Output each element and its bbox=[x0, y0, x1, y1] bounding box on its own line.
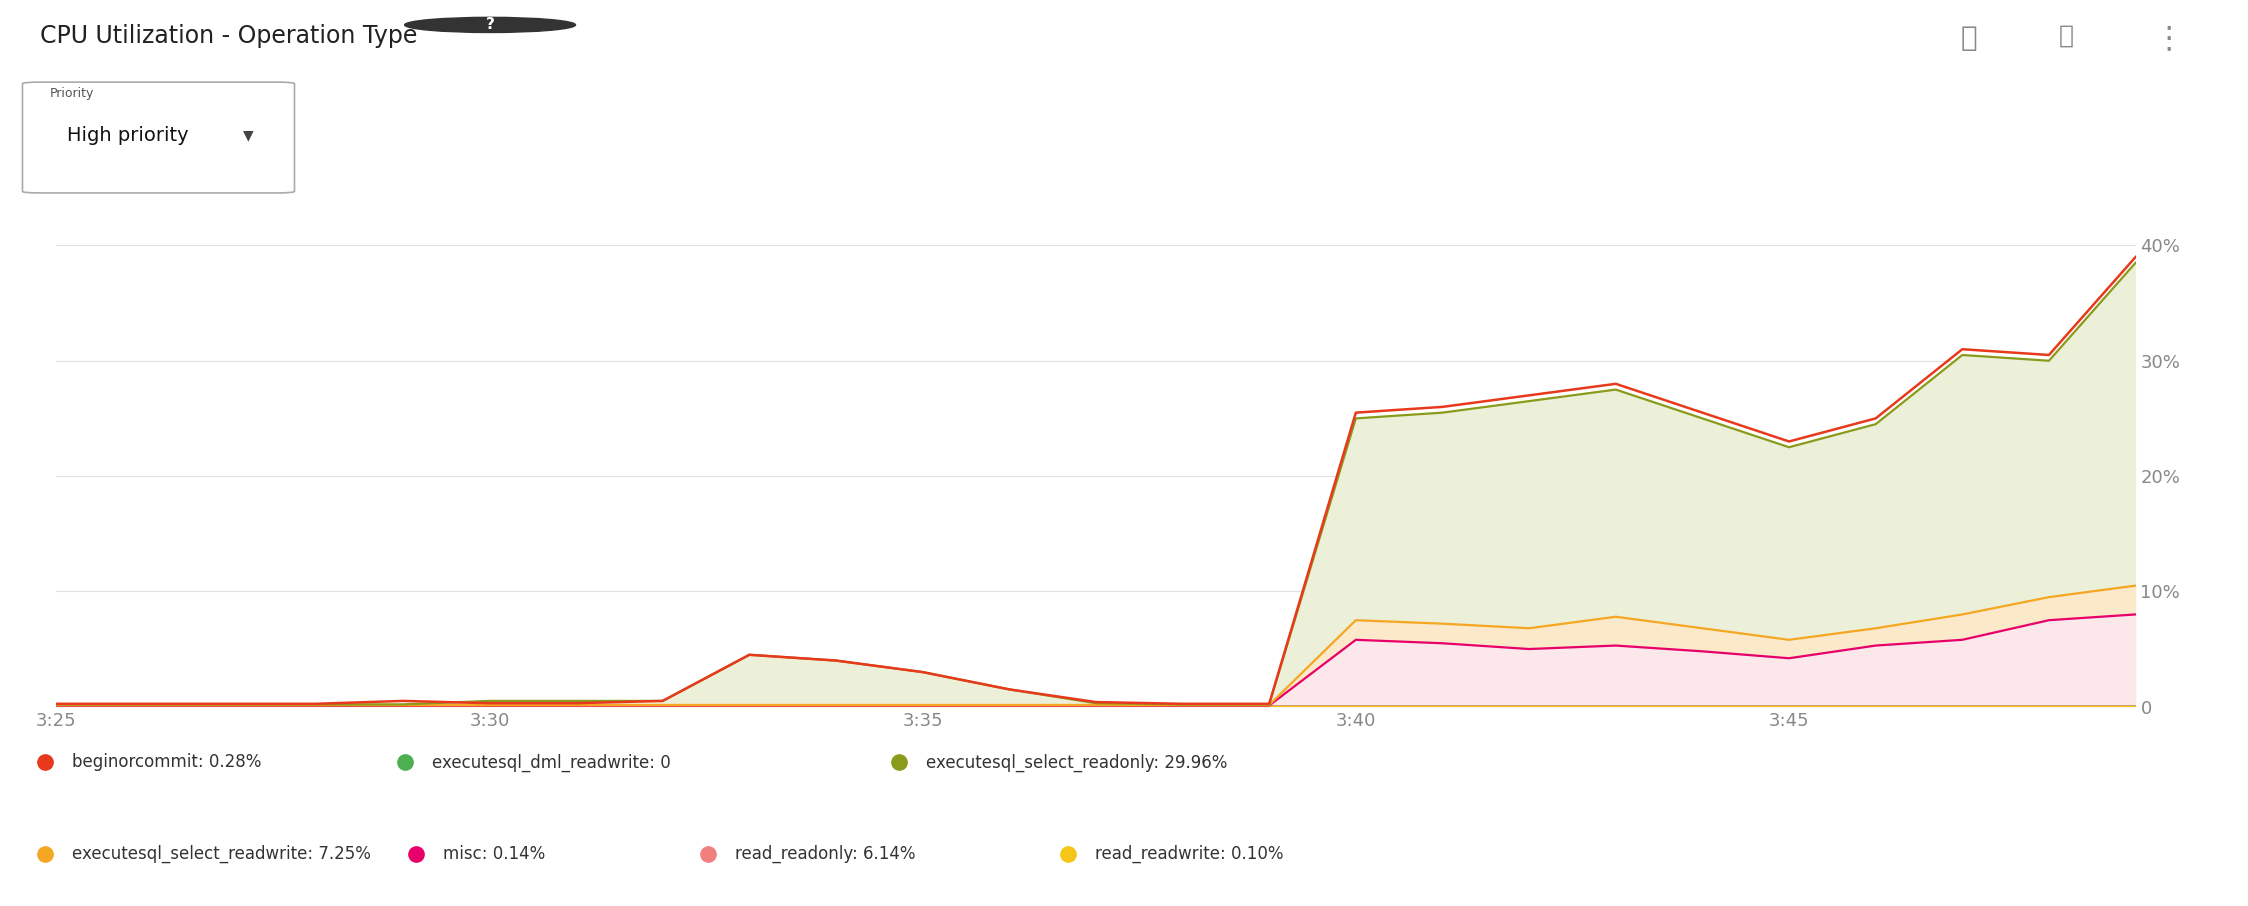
FancyBboxPatch shape bbox=[22, 82, 294, 193]
Circle shape bbox=[405, 17, 575, 33]
Text: ⋮: ⋮ bbox=[2154, 24, 2185, 53]
Text: read_readwrite: 0.10%: read_readwrite: 0.10% bbox=[1095, 845, 1284, 863]
Text: ?: ? bbox=[486, 17, 495, 33]
Text: executesql_select_readonly: 29.96%: executesql_select_readonly: 29.96% bbox=[926, 754, 1227, 772]
Text: ⩘: ⩘ bbox=[1960, 24, 1976, 52]
Text: ⬜: ⬜ bbox=[2059, 24, 2075, 48]
Text: read_readonly: 6.14%: read_readonly: 6.14% bbox=[735, 845, 915, 863]
Text: CPU Utilization - Operation Type: CPU Utilization - Operation Type bbox=[40, 24, 418, 48]
Text: ▼: ▼ bbox=[243, 129, 254, 142]
Text: misc: 0.14%: misc: 0.14% bbox=[443, 845, 544, 863]
Text: High priority: High priority bbox=[67, 126, 189, 145]
Text: beginorcommit: 0.28%: beginorcommit: 0.28% bbox=[72, 754, 261, 772]
Text: executesql_select_readwrite: 7.25%: executesql_select_readwrite: 7.25% bbox=[72, 845, 371, 863]
Text: executesql_dml_readwrite: 0: executesql_dml_readwrite: 0 bbox=[432, 754, 670, 772]
Text: Priority: Priority bbox=[49, 87, 94, 100]
